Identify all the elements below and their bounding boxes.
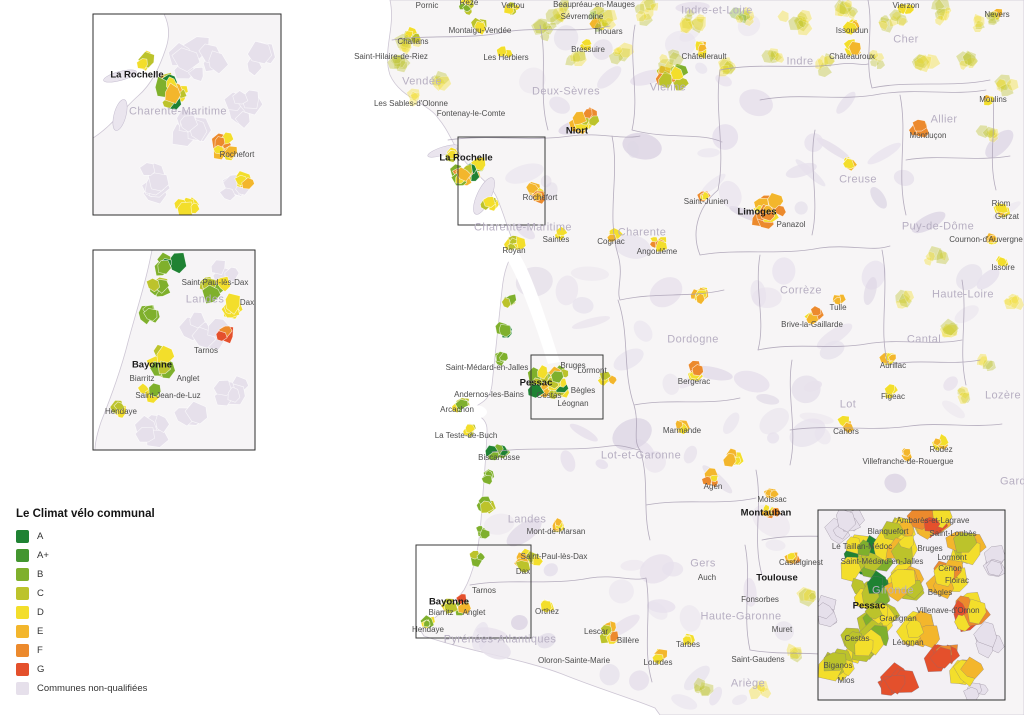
legend-items: A A+ B C D E F G Communes non-qualifiées bbox=[16, 530, 226, 695]
legend-item: Communes non-qualifiées bbox=[16, 682, 226, 695]
inset-la-rochelle bbox=[92, 13, 282, 216]
legend-item: G bbox=[16, 663, 226, 676]
legend-item-label: B bbox=[37, 569, 44, 580]
arcachon-bay bbox=[461, 405, 487, 419]
source-rect-bayonne bbox=[415, 544, 532, 639]
inset1-ile-de-re bbox=[103, 69, 137, 83]
legend: Le Climat vélo communal A A+ B C D E F G Commune… bbox=[16, 508, 226, 701]
gironde-estuary bbox=[506, 248, 560, 364]
legend-swatch-icon bbox=[16, 682, 29, 695]
legend-swatch-icon bbox=[16, 625, 29, 638]
inset-bayonne bbox=[92, 249, 256, 451]
inset3-border bbox=[817, 509, 1006, 701]
legend-swatch-icon bbox=[16, 587, 29, 600]
legend-item-label: A bbox=[37, 531, 44, 542]
legend-swatch-icon bbox=[16, 663, 29, 676]
source-rect-pessac bbox=[530, 354, 604, 420]
legend-item: B bbox=[16, 568, 226, 581]
legend-item: C bbox=[16, 587, 226, 600]
legend-swatch-icon bbox=[16, 549, 29, 562]
source-rect-la-rochelle bbox=[457, 136, 546, 226]
inset-pessac bbox=[817, 509, 1006, 701]
graded-communes-layer bbox=[386, 0, 1024, 700]
legend-item-label: C bbox=[37, 588, 44, 599]
inset1-border bbox=[92, 13, 282, 216]
inset2-border bbox=[92, 249, 256, 451]
legend-item-label: A+ bbox=[37, 550, 49, 561]
legend-item: E bbox=[16, 625, 226, 638]
legend-item: D bbox=[16, 606, 226, 619]
non-qualified-communes-layer bbox=[471, 1, 1021, 710]
inset1-ile-oleron bbox=[112, 99, 128, 131]
legend-swatch-icon bbox=[16, 530, 29, 543]
legend-item-label: F bbox=[37, 645, 43, 656]
legend-swatch-icon bbox=[16, 606, 29, 619]
legend-item: F bbox=[16, 644, 226, 657]
department-borders bbox=[391, 0, 1011, 683]
legend-title: Le Climat vélo communal bbox=[16, 508, 155, 520]
legend-item-label: Communes non-qualifiées bbox=[37, 683, 148, 694]
legend-item: A+ bbox=[16, 549, 226, 562]
legend-item-label: D bbox=[37, 607, 44, 618]
legend-item: A bbox=[16, 530, 226, 543]
legend-swatch-icon bbox=[16, 644, 29, 657]
legend-item-label: E bbox=[37, 626, 44, 637]
legend-swatch-icon bbox=[16, 568, 29, 581]
legend-item-label: G bbox=[37, 664, 45, 675]
